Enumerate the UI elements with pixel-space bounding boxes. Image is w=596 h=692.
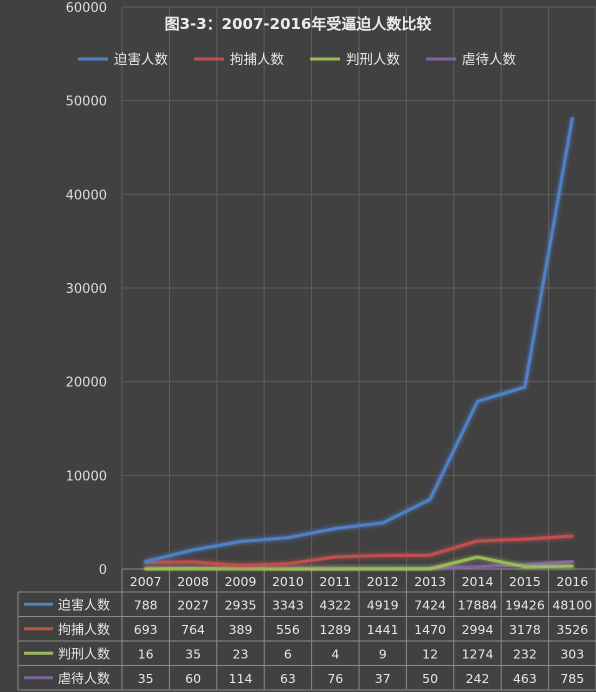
data-label: 50 [422,671,438,686]
data-label: 63 [280,671,296,686]
data-label: 76 [327,671,343,686]
x-tick-label: 2009 [225,574,257,589]
y-tick-label: 50000 [66,95,107,110]
data-label: 693 [134,622,158,637]
data-label: 303 [560,646,584,661]
series-line [144,555,574,571]
data-label: 2994 [462,622,494,637]
table-row-label: 判刑人数 [58,647,110,662]
data-label: 114 [229,671,253,686]
data-label: 242 [466,671,490,686]
series-line [144,534,574,567]
data-label: 60 [185,671,201,686]
data-label: 556 [276,622,300,637]
data-label: 35 [138,671,154,686]
table-row-label: 迫害人数 [58,597,110,613]
data-label: 23 [233,646,249,661]
chart-title: 图3-3：2007-2016年受逼迫人数比较 [165,15,432,33]
data-label: 12 [422,646,438,661]
y-tick-label: 30000 [66,282,107,297]
y-tick-label: 60000 [66,1,107,16]
x-tick-label: 2008 [177,574,209,589]
data-label: 9 [379,646,387,661]
legend-label: 迫害人数 [114,52,168,68]
data-label: 1470 [414,622,446,637]
data-label: 17884 [458,597,498,612]
data-label: 788 [134,597,158,612]
x-tick-label: 2007 [130,574,162,589]
data-label: 7424 [414,597,446,612]
x-tick-label: 2011 [319,574,351,589]
data-label: 6 [284,646,292,661]
data-label: 48100 [552,597,592,612]
data-label: 19426 [505,597,545,612]
data-label: 785 [560,671,584,686]
x-tick-label: 2016 [556,574,588,589]
data-label: 389 [229,622,253,637]
data-label: 3178 [509,622,541,637]
table-row-label: 虐待人数 [58,671,110,687]
series-line [144,116,574,564]
y-tick-label: 0 [99,563,107,578]
data-label: 764 [181,622,205,637]
x-tick-label: 2013 [414,574,446,589]
data-label: 37 [375,671,391,686]
x-tick-label: 2010 [272,574,304,589]
y-tick-label: 10000 [66,469,107,484]
x-tick-label: 2015 [509,574,541,589]
legend-label: 判刑人数 [346,52,400,68]
data-label: 232 [513,646,537,661]
y-tick-label: 40000 [66,188,107,203]
data-label: 2027 [177,597,209,612]
table-row-label: 拘捕人数 [58,622,110,638]
data-label: 4919 [367,597,399,612]
data-label: 4322 [319,597,351,612]
data-label: 1289 [319,622,351,637]
y-tick-label: 20000 [66,376,107,391]
data-label: 16 [138,646,154,661]
x-tick-label: 2014 [462,574,494,589]
data-label: 1274 [462,646,494,661]
data-label: 4 [331,646,339,661]
data-label: 3526 [556,622,588,637]
data-label: 1441 [367,622,399,637]
legend-label: 虐待人数 [462,52,516,68]
data-label: 35 [185,646,201,661]
x-tick-label: 2012 [367,574,399,589]
data-label: 3343 [272,597,304,612]
legend-label: 拘捕人数 [230,52,284,68]
data-label: 2935 [225,597,257,612]
data-label: 463 [513,671,537,686]
